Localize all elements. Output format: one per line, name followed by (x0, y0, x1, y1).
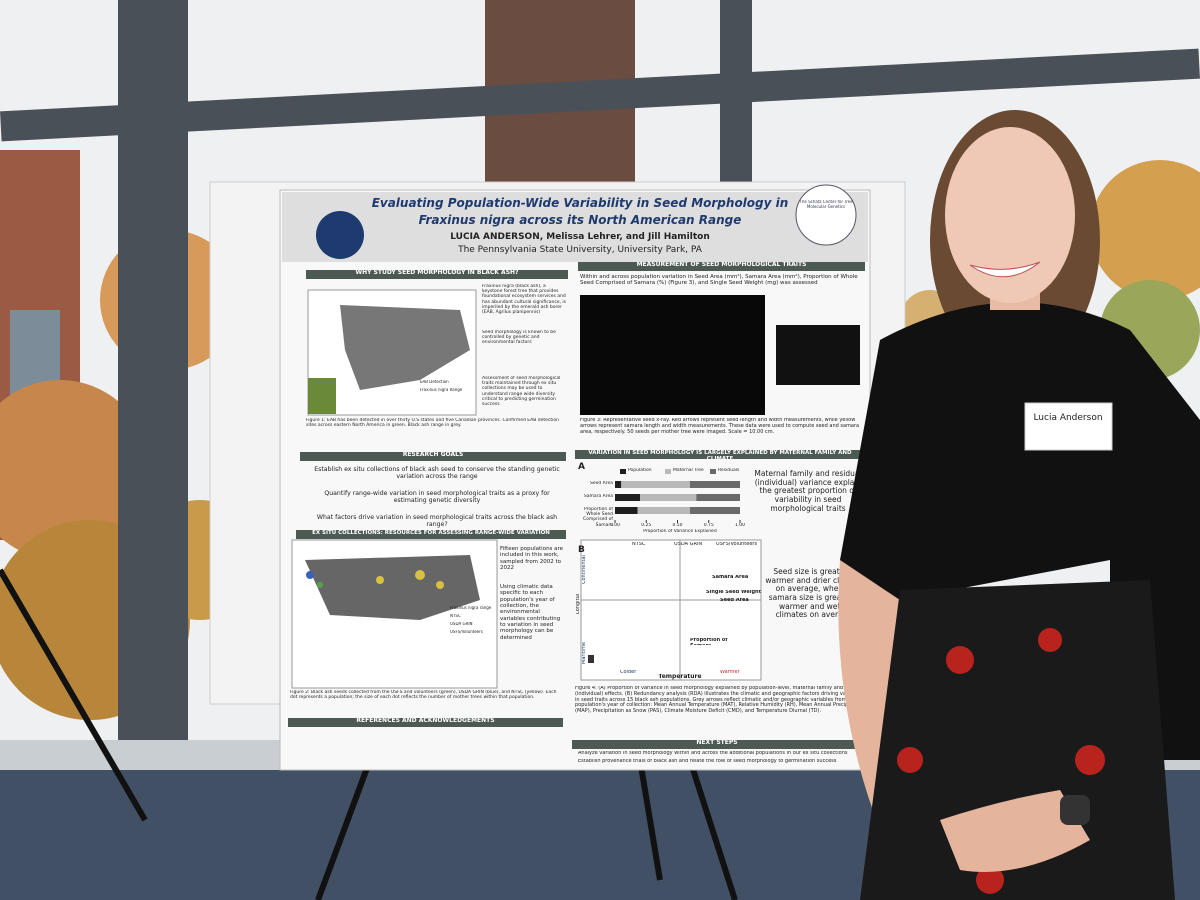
map-legend: USFS/Volunteers (450, 630, 483, 634)
section-heading: MEASUREMENT OF SEED MORPHOLOGICAL TRAITS (578, 262, 865, 271)
axis-label: Warmer (720, 670, 740, 675)
vector-label: Single Seed Weight (706, 590, 761, 595)
section-heading: REFERENCES AND ACKNOWLEDGEMENTS (288, 718, 563, 727)
legend-swatch (665, 469, 671, 474)
skirt-pattern (897, 628, 1105, 894)
figure-caption: Figure 1: EAB has been detected in over … (306, 418, 559, 429)
vector-label: Samara Area (712, 575, 749, 580)
category-label: Samara Area (583, 494, 613, 499)
bullet-text: Establish provenance trials of black ash… (578, 759, 837, 764)
section-heading: WHY STUDY SEED MORPHOLOGY IN BLACK ASH? (306, 270, 568, 279)
panel-label: A (578, 462, 585, 472)
beetle-photo (308, 378, 336, 414)
legend-swatch (710, 469, 716, 474)
bullet-text: Assessment of seed morphological traits … (482, 376, 561, 407)
goal-text: What factors drive variation in seed mor… (316, 514, 558, 529)
category-label: Proportion of Whole Seed Comprised of Sa… (583, 507, 613, 528)
map-legend: EAB Detection (420, 380, 449, 384)
poster-header (282, 192, 868, 262)
map-legend: NTSC (450, 614, 461, 618)
bullet-text: Using climatic data specific to each pop… (500, 584, 561, 641)
x-tick-label: 1.00 (734, 523, 746, 528)
panel-text: Maternal family and residual (individual… (754, 470, 862, 513)
poster-affiliation: The Pennsylvania State University, Unive… (458, 245, 702, 255)
smile (969, 261, 1041, 278)
section-heading: NEXT STEPS (572, 740, 862, 749)
legend-label: NTSC (632, 542, 646, 547)
poster-authors: LUCIA ANDERSON, Melissa Lehrer, and Jill… (450, 232, 710, 242)
bullet-text: Analyze variation in seed morphology wit… (578, 751, 848, 756)
map-legend: USDA GRIN (450, 622, 473, 626)
figure-caption: Figure 3: Representative seed x-ray. Red… (580, 418, 860, 435)
bar-segment (637, 507, 690, 514)
poster-title: Evaluating Population-Wide Variability i… (371, 197, 789, 210)
section-heading: RESEARCH GOALS (300, 452, 566, 461)
category-label: Seed Area (589, 481, 613, 486)
bullet-text: Seed morphology is known to be controlle… (482, 330, 556, 346)
ash-range-2 (305, 555, 480, 620)
population-dots (306, 570, 444, 589)
section-heading: EX SITU COLLECTIONS: RESOURCES FOR ASSES… (296, 530, 566, 539)
skirt (860, 580, 1175, 900)
legend-label: Maternal Tree (673, 468, 704, 473)
name-tag (1024, 402, 1113, 451)
x-tick-label: 0.00 (609, 523, 621, 528)
legend-label: USFS/Volunteers (716, 542, 758, 547)
legend-label: Residuals (718, 468, 740, 473)
axis-label: Colder (620, 670, 637, 675)
poster-title: Fraxinus nigra across its North American… (418, 214, 742, 227)
bar-segment (690, 507, 740, 514)
axis-label: Temperature (658, 674, 702, 680)
university-logo (316, 211, 364, 259)
bullet-text: Fifteen populations are included in this… (500, 546, 564, 571)
window-frame (0, 0, 1200, 760)
bar-segment (615, 494, 640, 501)
x-tick-label: 0.50 (672, 523, 683, 528)
goal-text: Quantify range-wide variation in seed mo… (324, 490, 550, 505)
center-logo (795, 184, 857, 246)
rda-axes (581, 540, 761, 680)
vector-label: Proportion of Samara (690, 638, 728, 645)
rda-plot (580, 539, 762, 681)
figure-caption: Figure 4: (A) Proportion of variance in … (575, 686, 865, 714)
ash-range (340, 305, 470, 390)
legend-swatch (620, 469, 626, 474)
axis-label: Proportion of Variance Explained (643, 529, 717, 534)
bar-segment (615, 507, 638, 514)
legend-label: Population (628, 468, 652, 473)
hands (940, 790, 1090, 872)
bar-segment (690, 481, 740, 488)
xray-inset (776, 325, 860, 385)
body-text: Within and across population variation i… (580, 274, 858, 287)
easel (0, 568, 738, 900)
x-tick-label: 0.75 (703, 523, 714, 528)
x-tick-label: 0.25 (641, 523, 652, 528)
bar-segment (640, 494, 697, 501)
map-legend: Fraxinus nigra Range (420, 388, 463, 392)
vector-label: Seed Area (720, 598, 749, 603)
bar-segment (621, 481, 690, 488)
center-logo-text: The Schatz Center for Tree Molecular Gen… (799, 200, 853, 209)
legend-label: USDA GRIN (674, 542, 703, 547)
goal-text: Establish ex situ collections of black a… (314, 466, 560, 481)
bullet-text: Fraxinus nigra (black ash), a keystone f… (482, 284, 566, 315)
section-heading: VARIATION IN SEED MORPHOLOGY IS LARGELY … (575, 450, 865, 459)
map-legend: Fraxinus nigra range (450, 606, 492, 610)
panel-label: B (578, 545, 585, 555)
rda-point (588, 655, 594, 663)
xray-image (580, 295, 765, 415)
face (945, 127, 1075, 303)
figure-caption: Figure 2: Black ash seeds collected from… (290, 690, 557, 701)
bar-segment (696, 494, 740, 501)
watch (1060, 795, 1090, 825)
panel-text: Seed size is greater in warmer and drier… (765, 568, 865, 620)
bar-segment (615, 481, 622, 488)
name-tag-text: Lucia Anderson (1033, 413, 1102, 423)
